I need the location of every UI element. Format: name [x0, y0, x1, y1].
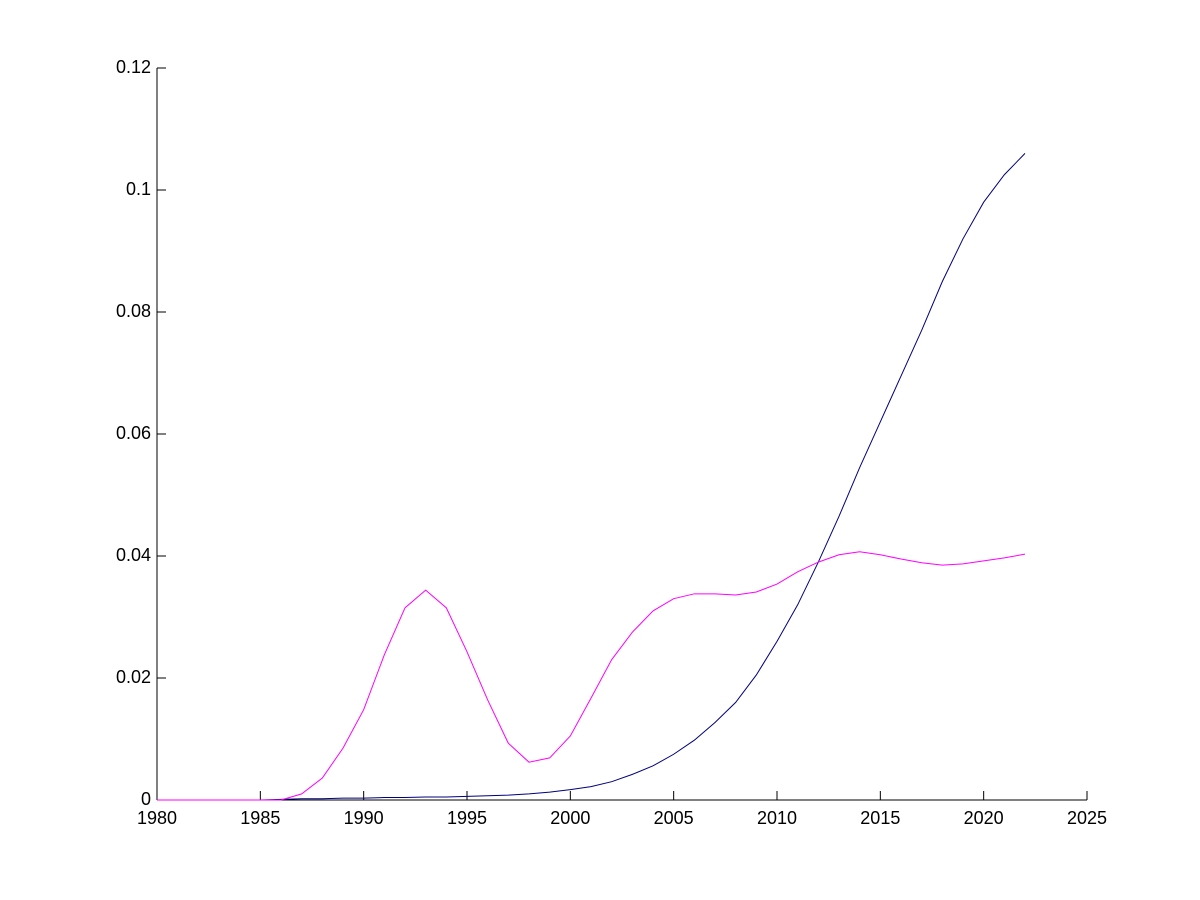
y-tick-label: 0.02 — [116, 667, 151, 687]
y-tick-label: 0.1 — [126, 179, 151, 199]
x-tick-label: 2010 — [757, 808, 797, 828]
y-tick-label: 0 — [141, 789, 151, 809]
y-tick-label: 0.04 — [116, 545, 151, 565]
x-tick-label: 2025 — [1067, 808, 1107, 828]
y-tick-label: 0.08 — [116, 301, 151, 321]
y-tick-label: 0.06 — [116, 423, 151, 443]
line-series — [157, 551, 1026, 801]
x-tick-label: 1980 — [137, 808, 177, 828]
x-tick-label: 1995 — [447, 808, 487, 828]
x-tick-label: 2000 — [550, 808, 590, 828]
x-tick-label: 1990 — [344, 808, 384, 828]
line-series — [157, 153, 1026, 801]
x-tick-label: 2015 — [860, 808, 900, 828]
y-tick-label: 0.12 — [116, 57, 151, 77]
x-tick-label: 2020 — [964, 808, 1004, 828]
x-tick-label: 2005 — [654, 808, 694, 828]
x-tick-label: 1985 — [240, 808, 280, 828]
